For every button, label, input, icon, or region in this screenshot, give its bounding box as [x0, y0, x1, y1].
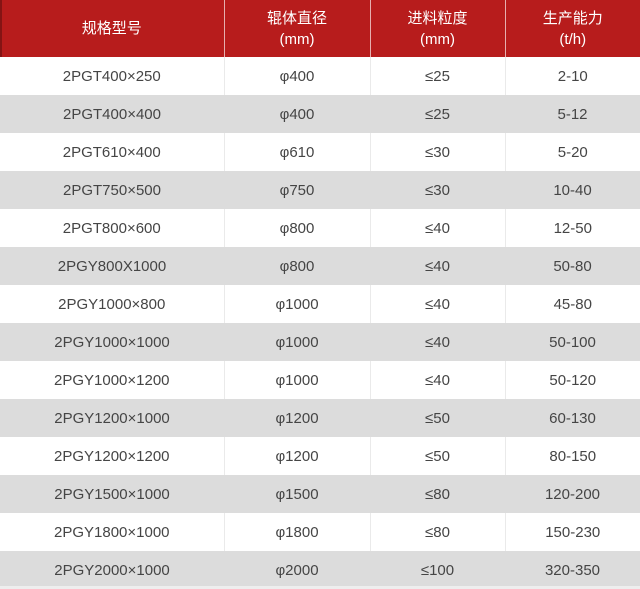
- table-row: 2PGT750×500 φ750 ≤30 10-40: [0, 171, 640, 209]
- table-row: 2PGY800X1000 φ800 ≤40 50-80: [0, 247, 640, 285]
- feed-size-cell: ≤50: [425, 409, 450, 427]
- header-unit-feed-size: (mm): [420, 30, 455, 48]
- diameter-cell: φ750: [279, 181, 315, 199]
- table-row: 2PGY1000×1000 φ1000 ≤40 50-100: [0, 323, 640, 361]
- capacity-cell: 5-12: [557, 105, 588, 123]
- capacity-cell: 10-40: [553, 181, 592, 199]
- model-cell: 2PGT750×500: [63, 181, 161, 199]
- capacity-cell: 5-20: [557, 143, 588, 161]
- diameter-cell: φ1200: [224, 437, 371, 475]
- model-cell: 2PGT610×400: [0, 133, 225, 171]
- diameter-cell: φ1000: [275, 333, 319, 351]
- feed-size-cell: ≤50: [370, 437, 506, 475]
- model-cell: 2PGY1000×1000: [54, 333, 170, 351]
- diameter-cell: φ1800: [224, 513, 371, 551]
- model-cell: 2PGY1200×1200: [0, 437, 225, 475]
- model-cell: 2PGY1000×800: [0, 285, 225, 323]
- capacity-cell: 150-230: [545, 523, 601, 541]
- diameter-cell: φ1000: [224, 285, 371, 323]
- header-title-roller-diameter: 辊体直径: [266, 9, 327, 27]
- diameter-cell: φ1000: [224, 361, 371, 399]
- model-cell: 2PGY1200×1000: [54, 409, 170, 427]
- capacity-cell: 45-80: [553, 295, 592, 313]
- diameter-cell: φ2000: [224, 551, 370, 589]
- header-title-feed-size: 进料粒度: [407, 9, 468, 27]
- table-row: 2PGT800×600 φ800 ≤40 12-50: [0, 209, 640, 247]
- table-row: 2PGY1200×1200 φ1200 ≤50 80-150: [0, 437, 640, 475]
- header-col-feed-size: 进料粒度 (mm): [370, 0, 506, 57]
- header-col-model: 规格型号: [0, 0, 225, 57]
- model-cell: 2PGT400×400: [63, 105, 161, 123]
- table-row: 2PGY1000×800 φ1000 ≤40 45-80: [0, 285, 640, 323]
- capacity-cell: 50-80: [553, 257, 592, 275]
- header-row: 规格型号 辊体直径 (mm) 进料粒度 (mm) 生产能力 (t/h): [0, 0, 640, 57]
- capacity-cell: 2-10: [557, 67, 588, 85]
- capacity-cell: 12-50: [553, 219, 592, 237]
- capacity-cell: 80-150: [549, 447, 597, 465]
- table-header: 规格型号 辊体直径 (mm) 进料粒度 (mm) 生产能力 (t/h): [0, 0, 640, 57]
- table-row: 2PGY1200×1000 φ1200 ≤50 60-130: [0, 399, 640, 437]
- feed-size-cell: ≤25: [370, 57, 506, 95]
- table-body: 2PGT400×250 φ400 ≤25 2-10 2PGT400×400 φ400 ≤25…: [0, 57, 640, 589]
- header-col-capacity: 生产能力 (t/h): [505, 0, 640, 57]
- model-cell: 2PGY800X1000: [57, 257, 167, 275]
- table-row: 2PGY1000×1200 φ1000 ≤40 50-120: [0, 361, 640, 399]
- feed-size-cell: ≤80: [370, 513, 506, 551]
- table-row: 2PGY1800×1000 φ1800 ≤80 150-230: [0, 513, 640, 551]
- header-col-roller-diameter: 辊体直径 (mm): [224, 0, 371, 57]
- model-cell: 2PGT400×250: [0, 57, 225, 95]
- table-row: 2PGT610×400 φ610 ≤30 5-20: [0, 133, 640, 171]
- table-row: 2PGY2000×1000 φ2000 ≤100 320-350: [0, 551, 640, 589]
- diameter-cell: φ400: [279, 105, 315, 123]
- model-cell: 2PGY1000×1200: [0, 361, 225, 399]
- model-cell: 2PGT800×600: [0, 209, 225, 247]
- diameter-cell: φ800: [224, 209, 371, 247]
- table-row: 2PGT400×250 φ400 ≤25 2-10: [0, 57, 640, 95]
- table-row: 2PGY1500×1000 φ1500 ≤80 120-200: [0, 475, 640, 513]
- capacity-cell: 60-130: [549, 409, 596, 427]
- capacity-cell: 50-100: [549, 333, 596, 351]
- diameter-cell: φ1500: [275, 485, 319, 503]
- capacity-cell: 120-200: [544, 485, 601, 503]
- feed-size-cell: ≤25: [425, 105, 450, 123]
- feed-size-cell: ≤40: [425, 333, 450, 351]
- header-title-model: 规格型号: [81, 19, 142, 37]
- diameter-cell: φ400: [224, 57, 371, 95]
- model-cell: 2PGY2000×1000: [0, 551, 224, 589]
- header-title-capacity: 生产能力: [542, 9, 603, 27]
- model-cell: 2PGY1800×1000: [0, 513, 225, 551]
- capacity-cell: 320-350: [505, 551, 640, 589]
- feed-size-cell: ≤40: [370, 209, 506, 247]
- header-unit-capacity: (t/h): [559, 30, 587, 48]
- feed-size-cell: ≤40: [425, 257, 450, 275]
- feed-size-cell: ≤80: [425, 485, 450, 503]
- feed-size-cell: ≤30: [425, 181, 450, 199]
- feed-size-cell: ≤40: [370, 361, 506, 399]
- header-unit-roller-diameter: (mm): [279, 30, 315, 48]
- model-cell: 2PGY1500×1000: [54, 485, 170, 503]
- feed-size-cell: ≤100: [370, 551, 505, 589]
- table-row: 2PGT400×400 φ400 ≤25 5-12: [0, 95, 640, 133]
- feed-size-cell: ≤40: [370, 285, 506, 323]
- capacity-cell: 50-120: [549, 371, 597, 389]
- diameter-cell: φ800: [279, 257, 315, 275]
- diameter-cell: φ1200: [275, 409, 319, 427]
- feed-size-cell: ≤30: [370, 133, 506, 171]
- diameter-cell: φ610: [224, 133, 371, 171]
